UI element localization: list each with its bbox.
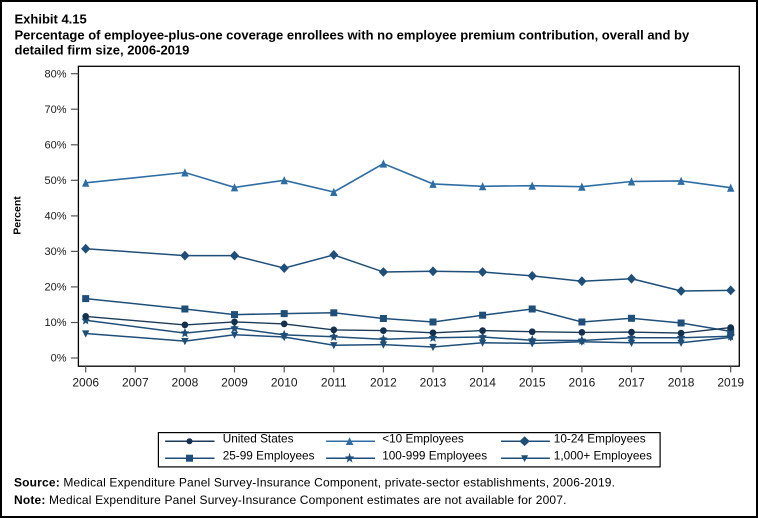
- svg-text:Percent: Percent: [12, 196, 24, 235]
- svg-text:United States: United States: [223, 432, 294, 446]
- svg-text:2012: 2012: [370, 376, 397, 390]
- svg-text:detailed firm size, 2006-2019: detailed firm size, 2006-2019: [15, 42, 190, 57]
- svg-text:2019: 2019: [717, 376, 744, 390]
- svg-text:Percentage of employee-plus-on: Percentage of employee-plus-one coverage…: [15, 27, 690, 42]
- svg-text:2017: 2017: [618, 376, 645, 390]
- svg-text:2014: 2014: [469, 376, 496, 390]
- svg-text:100-999 Employees: 100-999 Employees: [382, 449, 487, 463]
- svg-text:2015: 2015: [519, 376, 546, 390]
- svg-text:2008: 2008: [172, 376, 199, 390]
- svg-text:50%: 50%: [44, 175, 66, 187]
- svg-text:40%: 40%: [44, 211, 66, 223]
- svg-text:70%: 70%: [44, 104, 66, 116]
- svg-text:10%: 10%: [44, 317, 66, 329]
- svg-text:2007: 2007: [122, 376, 149, 390]
- svg-text:2010: 2010: [271, 376, 298, 390]
- svg-text:80%: 80%: [44, 68, 66, 80]
- svg-text:25-99 Employees: 25-99 Employees: [223, 449, 315, 463]
- svg-text:2009: 2009: [221, 376, 248, 390]
- svg-text:60%: 60%: [44, 140, 66, 152]
- svg-text:2016: 2016: [569, 376, 596, 390]
- svg-text:Note: Medical Expenditure Pane: Note: Medical Expenditure Panel Survey-I…: [14, 493, 567, 507]
- svg-text:Exhibit 4.15: Exhibit 4.15: [15, 12, 87, 27]
- svg-text:20%: 20%: [44, 282, 66, 294]
- svg-text:1,000+ Employees: 1,000+ Employees: [554, 449, 652, 463]
- svg-text:30%: 30%: [44, 246, 66, 258]
- svg-text:<10 Employees: <10 Employees: [382, 432, 464, 446]
- svg-text:2018: 2018: [668, 376, 695, 390]
- svg-text:10-24 Employees: 10-24 Employees: [554, 432, 646, 446]
- svg-text:2013: 2013: [420, 376, 447, 390]
- svg-text:0%: 0%: [51, 353, 67, 365]
- svg-text:2006: 2006: [72, 376, 99, 390]
- svg-text:Source: Medical Expenditure Pa: Source: Medical Expenditure Panel Survey…: [14, 476, 615, 490]
- svg-text:2011: 2011: [321, 376, 347, 390]
